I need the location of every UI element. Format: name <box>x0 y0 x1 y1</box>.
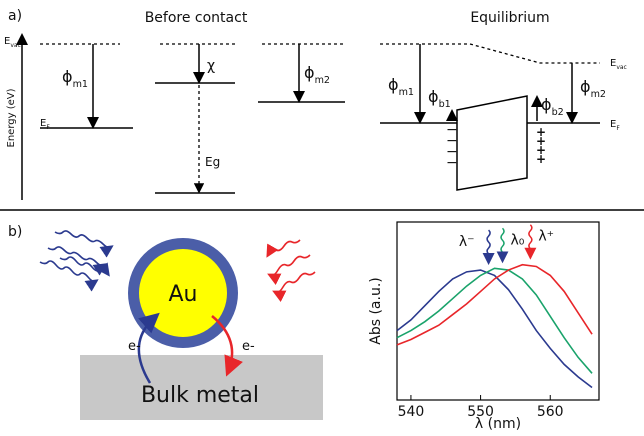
phi-label: ϕm1 <box>388 75 414 98</box>
ef-label-sub: F <box>46 124 50 131</box>
phi-label: ϕm2 <box>580 77 606 100</box>
phi-label-main: ϕ <box>62 67 73 86</box>
wavy-arrow <box>487 230 490 262</box>
phi-label-sub: m2 <box>591 89 606 100</box>
x-tick-label: 540 <box>398 404 425 420</box>
phi-label-sub: m1 <box>399 87 414 98</box>
series-line <box>397 270 592 387</box>
phi-label: ϕm2 <box>304 63 330 86</box>
eg: Eg <box>205 155 220 169</box>
phi-label-main: ϕ <box>388 75 399 94</box>
panel-b-illustration <box>40 222 599 420</box>
ef-label: EF <box>610 119 620 132</box>
core-label: Au <box>169 282 198 307</box>
panel-label: a) <box>8 8 22 24</box>
substrate-label: Bulk metal <box>141 383 259 408</box>
axis-label: Energy (eV) <box>6 88 17 147</box>
phi-label-main: ϕ <box>304 63 315 82</box>
phi-label-sub: b2 <box>552 107 564 118</box>
phi-label: ϕb2 <box>541 95 564 118</box>
series-line <box>397 268 592 373</box>
phi-label-main: ϕ <box>580 77 591 96</box>
phi-label: ϕb1 <box>428 87 451 110</box>
chi: χ <box>207 58 215 74</box>
phi-label-main: ϕ <box>428 87 439 106</box>
phi-label-main: ϕ <box>541 95 552 114</box>
x-tick-label: 550 <box>467 404 494 420</box>
charge: − <box>446 155 458 171</box>
x-tick-label: 560 <box>537 404 564 420</box>
evac-label: Evac <box>4 36 21 49</box>
phi-label-sub: m2 <box>315 75 330 86</box>
panel-label: b) <box>8 224 22 240</box>
figure: a) Before contact Equilibrium Energy (eV… <box>0 0 644 436</box>
title: Equilibrium <box>470 10 549 26</box>
charge: + <box>536 152 546 166</box>
electron: e- <box>242 339 255 354</box>
legend-label: λ⁻ <box>459 234 475 250</box>
ef-label: EF <box>40 118 50 131</box>
y-axis-label: Abs (a.u.) <box>368 277 384 344</box>
evac-label: Evac <box>610 58 627 71</box>
phi-label-sub: b1 <box>439 99 451 110</box>
ef-label-sub: F <box>616 125 620 132</box>
evac-label-sub: vac <box>10 42 21 49</box>
wavy-arrow <box>501 228 504 260</box>
title: Before contact <box>145 10 248 26</box>
phi-label-sub: m1 <box>73 79 88 90</box>
wavy-arrow <box>529 225 532 257</box>
evac-label-sub: vac <box>616 64 627 71</box>
panel-a-lines <box>0 36 644 210</box>
legend-label: λ⁺ <box>538 229 554 245</box>
electron: e- <box>128 339 141 354</box>
legend-label: λ₀ <box>511 232 525 248</box>
phi-label: ϕm1 <box>62 67 88 90</box>
